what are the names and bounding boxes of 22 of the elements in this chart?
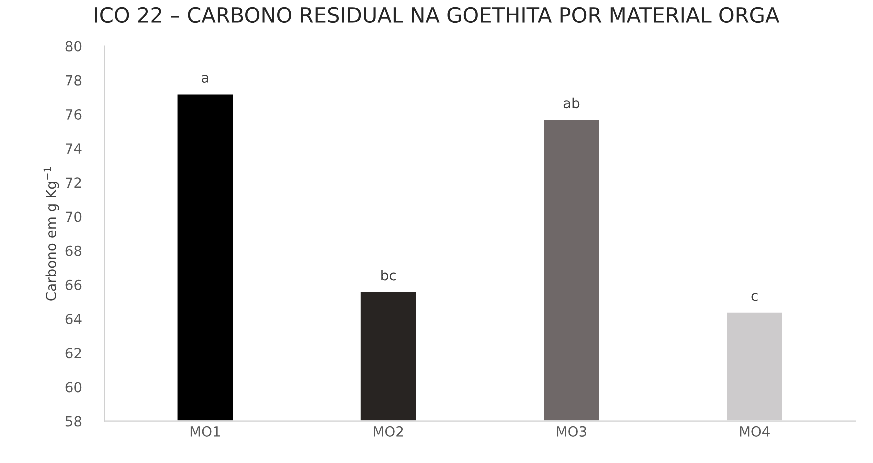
y-tick-label: 58 bbox=[66, 416, 82, 427]
y-tick-label: 64 bbox=[66, 314, 82, 325]
y-tick-label: 72 bbox=[66, 178, 82, 188]
x-tick-label: MO1 bbox=[190, 426, 220, 437]
y-tick-label: 70 bbox=[66, 212, 82, 222]
y-tick-label: 66 bbox=[66, 280, 82, 290]
data-label: ab bbox=[564, 98, 580, 109]
y-tick-label: 80 bbox=[66, 41, 82, 52]
y-tick-label: 76 bbox=[66, 109, 82, 120]
data-label: bc bbox=[382, 270, 396, 281]
y-tick-label: 68 bbox=[66, 246, 82, 256]
data-label: a bbox=[202, 75, 208, 84]
y-tick-label: 74 bbox=[66, 144, 82, 154]
x-tick-label: MO2 bbox=[374, 426, 404, 437]
x-tick-label: MO4 bbox=[740, 426, 770, 437]
y-tick-label: 62 bbox=[66, 348, 82, 359]
y-axis-title: Carbono em g Kg$^{−1}$ bbox=[44, 167, 60, 301]
x-tick-label: MO3 bbox=[557, 426, 586, 437]
data-label: c bbox=[752, 293, 758, 302]
y-tick-label: 60 bbox=[66, 382, 82, 393]
chart-title: ICO 22 – CARBONO RESIDUAL NA GOETHITA POR MATERIAL ORGA bbox=[95, 7, 780, 24]
y-tick-label: 78 bbox=[66, 75, 82, 86]
